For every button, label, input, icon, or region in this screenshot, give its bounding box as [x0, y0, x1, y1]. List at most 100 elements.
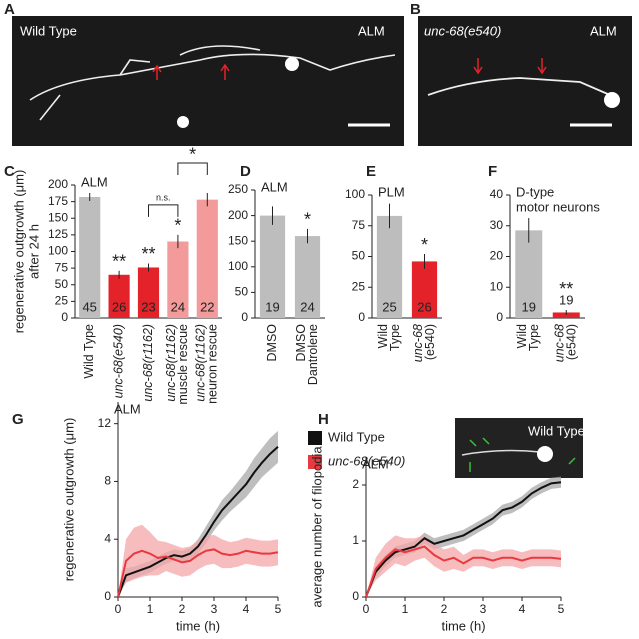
x-tick-label: (e540)	[423, 324, 437, 360]
neuron	[427, 77, 611, 96]
y-tick-label: 4	[104, 531, 111, 545]
y-tick-label: 0	[61, 310, 68, 324]
x-tick-label: muscle rescue	[176, 324, 190, 405]
bracket-label: *	[189, 145, 196, 165]
bar	[167, 241, 189, 318]
significance: **	[559, 279, 573, 299]
x-tick-label: 4	[519, 602, 526, 616]
y-tick-label: 175	[48, 194, 68, 208]
n-label: 23	[141, 299, 155, 314]
line	[117, 548, 279, 598]
legend-swatch	[308, 455, 322, 469]
n-label: 19	[522, 299, 536, 314]
y-tick-label: 75	[55, 260, 69, 274]
y-tick-label: 75	[352, 218, 366, 232]
x-axis-label: time (h)	[441, 618, 485, 633]
x-tick-label: unc-68	[411, 324, 425, 362]
bar	[196, 199, 218, 318]
y-tick-label: 100	[48, 244, 68, 258]
significance: **	[141, 244, 155, 264]
error-band	[366, 535, 561, 597]
y-tick-label: 10	[490, 279, 504, 293]
panel-label: B	[410, 1, 421, 18]
x-tick-label: Wild	[376, 324, 390, 348]
x-tick-label: 0	[115, 602, 122, 616]
chart-title: motor neurons	[516, 199, 600, 214]
chart-title: PLM	[378, 184, 405, 199]
panel-label: G	[12, 411, 24, 428]
arrow	[469, 437, 576, 472]
n-label: 24	[300, 299, 314, 314]
bar	[137, 267, 160, 318]
x-tick-label: 3	[211, 602, 218, 616]
x-tick-label: 5	[275, 602, 282, 616]
panel-label: H	[318, 411, 329, 428]
y-tick-label: 50	[55, 277, 69, 291]
bar	[294, 236, 321, 318]
panel-label: D	[240, 163, 251, 180]
y-tick-label: 100	[345, 187, 365, 201]
bar	[552, 312, 580, 318]
cell-body	[537, 446, 553, 462]
y-tick-label: 200	[228, 208, 248, 222]
panel-label: A	[4, 1, 15, 18]
y-tick-label: 8	[104, 474, 111, 488]
x-tick-label: Wild Type	[82, 324, 96, 379]
y-tick-label: 250	[228, 182, 248, 196]
bracket-label: n.s.	[156, 192, 171, 202]
legend-swatch	[308, 431, 322, 445]
y-tick-label: 0	[241, 310, 248, 324]
cell-body	[177, 116, 189, 128]
x-tick-label: 3	[480, 602, 487, 616]
y-tick-label: 20	[490, 249, 504, 263]
n-label: 26	[112, 299, 126, 314]
inset-image	[455, 418, 583, 478]
bar	[411, 261, 438, 318]
y-tick-label: 12	[98, 416, 112, 430]
x-tick-label: Wild	[515, 324, 529, 348]
cell-body	[604, 92, 620, 108]
y-tick-label: 100	[228, 259, 248, 273]
x-tick-label: 2	[441, 602, 448, 616]
chart-title: ALM	[81, 174, 108, 189]
neuron	[29, 45, 396, 121]
significance: *	[304, 210, 311, 230]
panel-label: E	[366, 163, 376, 180]
x-tick-label: 1	[147, 602, 154, 616]
y-tick-label: 150	[48, 210, 68, 224]
y-tick-label: 0	[358, 310, 365, 324]
chart-title: ALM	[114, 401, 141, 416]
line	[117, 446, 279, 598]
y-axis-label: regenerative outgrowth (μm)	[11, 170, 26, 334]
x-tick-label: 2	[179, 602, 186, 616]
significance: *	[174, 216, 181, 236]
bar	[515, 230, 543, 318]
y-tick-label: 0	[104, 589, 111, 603]
n-label: 22	[200, 299, 214, 314]
image-label: Wild Type	[20, 23, 77, 38]
bar	[376, 215, 403, 318]
y-tick-label: 0	[352, 589, 359, 603]
y-axis-label: regenerative outgrowth (μm)	[61, 418, 76, 582]
y-tick-label: 40	[490, 187, 504, 201]
inset-label: Wild Type	[528, 423, 585, 438]
significance: *	[421, 235, 428, 255]
y-tick-label: 25	[55, 294, 69, 308]
panel-label: C	[4, 163, 15, 180]
y-tick-label: 125	[48, 227, 68, 241]
x-tick-label: DMSO	[265, 324, 279, 362]
n-label: 19	[559, 292, 573, 307]
y-tick-label: 0	[496, 310, 503, 324]
chart-title: D-type	[516, 184, 554, 199]
n-label: 25	[382, 299, 396, 314]
y-tick-label: 30	[490, 218, 504, 232]
x-tick-label: unc-68(r1162)	[194, 324, 208, 402]
bar	[79, 196, 101, 318]
y-tick-label: 1	[352, 533, 359, 547]
y-tick-label: 25	[352, 279, 366, 293]
x-axis-label: time (h)	[176, 618, 220, 633]
bracket	[148, 204, 179, 217]
legend-label: Wild Type	[328, 429, 385, 444]
panel-label: F	[488, 163, 497, 180]
significance: **	[112, 252, 126, 272]
